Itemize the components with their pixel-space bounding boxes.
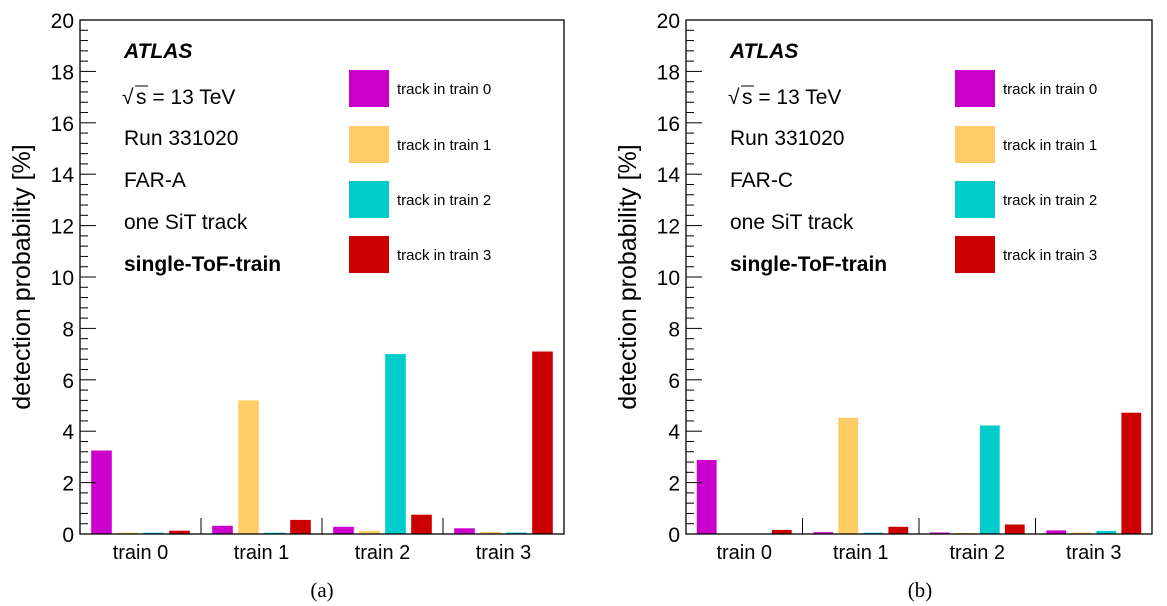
legend-swatch-3	[349, 236, 389, 273]
atlas-label: ATLAS	[729, 40, 798, 63]
legend-label-0: track in train 0	[397, 81, 491, 98]
legend-swatch-1	[955, 126, 995, 163]
y-tick-label: 6	[62, 370, 74, 393]
y-tick-label: 4	[668, 421, 680, 444]
legend-label-3: track in train 3	[397, 247, 491, 264]
x-tick-label: train 1	[234, 542, 290, 564]
bar-train3-series0	[454, 528, 475, 534]
panel-caption: (b)	[908, 578, 933, 602]
bar-train1-series1	[838, 417, 859, 534]
energy-label: s = 13 TeV	[136, 86, 235, 109]
selection-label: one SiT track	[730, 211, 854, 234]
x-tick-label: train 2	[355, 542, 411, 564]
y-axis-label: detection probability [%]	[8, 144, 36, 409]
panel-caption: (a)	[310, 578, 333, 602]
run-label: Run 331020	[730, 127, 844, 150]
bar-train1-series3	[290, 519, 311, 534]
bar-train2-series2	[979, 425, 1000, 534]
atlas-label: ATLAS	[123, 40, 192, 63]
y-tick-label: 2	[62, 473, 74, 496]
bar-train3-series1	[480, 531, 501, 534]
legend-label-1: track in train 1	[397, 137, 491, 154]
bar-train3-series3	[1121, 412, 1142, 534]
mode-label: single-ToF-train	[730, 253, 887, 276]
x-tick-label: train 1	[833, 542, 889, 564]
legend-swatch-0	[955, 70, 995, 107]
bar-train0-series3	[771, 529, 792, 534]
station-label: FAR-C	[730, 169, 793, 192]
y-tick-label: 2	[668, 473, 680, 496]
bar-train0-series0	[696, 460, 717, 534]
bar-train0-series3	[169, 530, 190, 534]
legend-swatch-3	[955, 236, 995, 273]
run-label: Run 331020	[124, 127, 238, 150]
legend-label-3: track in train 3	[1003, 247, 1097, 264]
y-tick-label: 10	[51, 267, 74, 290]
x-tick-label: train 2	[949, 542, 1005, 564]
y-tick-label: 8	[62, 318, 74, 341]
y-tick-label: 14	[51, 164, 75, 187]
bar-train2-series3	[1004, 524, 1025, 534]
bar-train1-series0	[212, 525, 233, 534]
y-tick-label: 18	[657, 61, 680, 84]
y-tick-label: 12	[657, 216, 680, 239]
bar-train2-series1	[359, 530, 380, 534]
station-label: FAR-A	[124, 169, 186, 192]
bar-train1-series2	[863, 532, 884, 534]
mode-label: single-ToF-train	[124, 253, 281, 276]
y-tick-label: 16	[657, 113, 680, 136]
bar-train1-series0	[813, 532, 834, 534]
y-tick-label: 4	[62, 421, 74, 444]
sqrt-symbol: √	[122, 86, 134, 109]
bar-train3-series2	[1096, 530, 1117, 534]
legend-swatch-1	[349, 126, 389, 163]
sqrt-symbol: √	[728, 86, 740, 109]
bar-train1-series1	[238, 400, 259, 534]
bar-train1-series3	[888, 526, 909, 534]
bar-train0-series0	[91, 450, 112, 534]
y-tick-label: 12	[51, 216, 74, 239]
y-tick-label: 8	[668, 318, 680, 341]
bar-train0-series2	[143, 532, 164, 534]
bar-train2-series0	[929, 532, 950, 534]
y-tick-label: 0	[62, 524, 74, 547]
legend-label-2: track in train 2	[397, 192, 491, 209]
y-tick-label: 14	[657, 164, 681, 187]
legend-label-2: track in train 2	[1003, 192, 1097, 209]
bar-train2-series3	[411, 514, 432, 534]
y-tick-label: 20	[657, 10, 680, 33]
x-tick-label: train 0	[716, 542, 772, 564]
bar-train3-series3	[532, 351, 553, 534]
y-tick-label: 6	[668, 370, 680, 393]
y-tick-label: 0	[668, 524, 680, 547]
chart-panel-0: 0 2 4 6 8 10 12 14 16 18 20 train 0 train 1 train 2 tr…	[8, 10, 565, 602]
x-tick-label: train 3	[476, 542, 532, 564]
legend-label-0: track in train 0	[1003, 81, 1097, 98]
y-axis-label: detection probability [%]	[614, 144, 642, 409]
y-tick-label: 18	[51, 61, 74, 84]
y-tick-label: 16	[51, 113, 74, 136]
bar-train2-series2	[385, 354, 406, 534]
bar-train3-series0	[1046, 530, 1067, 534]
bar-train0-series1	[117, 532, 138, 534]
legend-swatch-2	[955, 181, 995, 218]
bar-train3-series2	[506, 532, 527, 534]
y-tick-label: 10	[657, 267, 680, 290]
bar-train3-series1	[1071, 532, 1092, 534]
selection-label: one SiT track	[124, 211, 248, 234]
legend-swatch-0	[349, 70, 389, 107]
y-tick-label: 20	[51, 10, 74, 33]
x-tick-label: train 3	[1066, 542, 1122, 564]
bar-train2-series0	[333, 526, 354, 534]
bar-train1-series2	[264, 532, 285, 534]
legend-swatch-2	[349, 181, 389, 218]
chart-panel-1: 0 2 4 6 8 10 12 14 16 18 20 train 0 train 1 train 2 tr…	[614, 10, 1153, 602]
energy-label: s = 13 TeV	[742, 86, 841, 109]
legend-label-1: track in train 1	[1003, 137, 1097, 154]
x-tick-label: train 0	[113, 542, 169, 564]
